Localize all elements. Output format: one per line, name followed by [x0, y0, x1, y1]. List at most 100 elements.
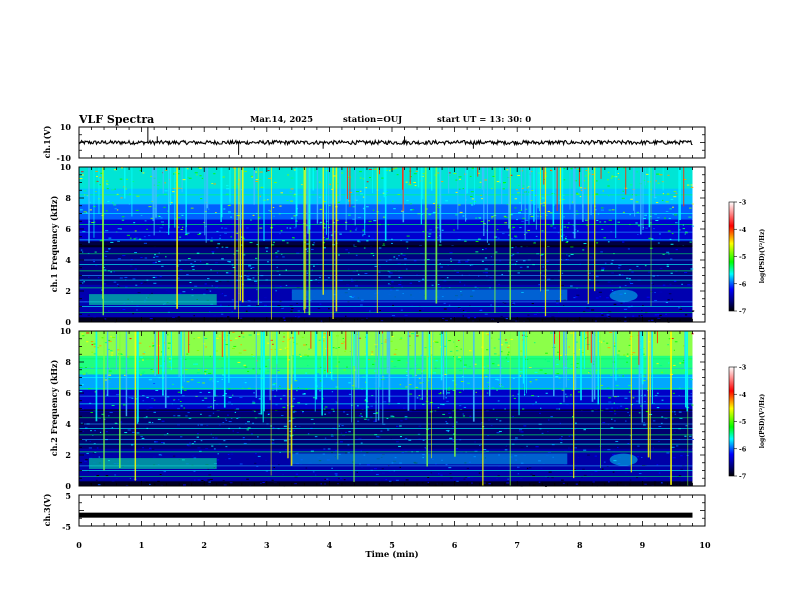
psd-speckle	[672, 392, 675, 394]
psd-speckle	[541, 253, 544, 255]
psd-speckle	[252, 410, 255, 412]
psd-speckle	[267, 412, 271, 414]
psd-speckle	[383, 401, 387, 403]
psd-speckle	[143, 242, 147, 244]
psd-speckle	[132, 431, 136, 433]
psd-speckle	[358, 437, 362, 439]
psd-speckle	[460, 291, 462, 293]
psd-speckle	[467, 317, 471, 319]
psd-speckle	[177, 277, 180, 279]
psd-speckle	[93, 474, 97, 476]
psd-speckle	[438, 473, 440, 475]
psd-speckle	[526, 467, 529, 469]
psd-speckle	[330, 435, 334, 437]
psd-speckle	[216, 285, 219, 287]
psd-speckle	[136, 432, 140, 434]
psd-speckle	[135, 237, 138, 239]
psd-speckle	[534, 194, 537, 196]
psd-speckle	[559, 438, 562, 440]
psd-speckle	[245, 310, 248, 312]
psd-speckle	[331, 452, 333, 454]
psd-speckle	[177, 415, 181, 417]
psd-speckle	[690, 186, 694, 188]
psd-speckle	[437, 407, 440, 409]
psd-speckle	[447, 429, 450, 431]
psd-speckle	[107, 200, 110, 202]
psd-speckle	[449, 437, 453, 439]
psd-speckle	[210, 406, 212, 408]
psd-speckle	[161, 265, 164, 267]
psd-speckle	[400, 239, 402, 241]
psd-speckle	[155, 261, 157, 263]
psd-speckle	[388, 293, 391, 295]
psd-speckle	[323, 227, 326, 229]
psd-speckle	[282, 256, 285, 258]
psd-speckle	[484, 313, 488, 315]
psd-speckle	[152, 262, 156, 264]
psd-speckle	[421, 370, 425, 372]
psd-speckle	[516, 219, 518, 221]
psd-speckle	[132, 313, 134, 315]
psd-speckle	[358, 241, 361, 243]
psd-speckle	[167, 210, 169, 212]
psd-speckle	[226, 335, 230, 337]
psd-speckle	[280, 317, 283, 319]
psd-speckle	[408, 331, 411, 333]
psd-speckle	[227, 440, 230, 442]
psd-speckle	[153, 383, 156, 385]
psd-speckle	[215, 280, 219, 282]
psd-speckle	[471, 204, 474, 206]
psd-speckle	[191, 266, 194, 268]
psd-speckle	[110, 271, 113, 273]
psd-speckle	[642, 179, 646, 181]
psd-speckle	[382, 454, 385, 456]
psd-speckle	[571, 435, 575, 437]
psd-speckle	[310, 476, 313, 478]
psd-speckle	[386, 417, 389, 419]
psd-speckle	[350, 280, 354, 282]
psd-speckle	[611, 272, 614, 274]
psd-speckle	[271, 439, 275, 441]
psd-speckle	[343, 479, 346, 481]
psd-speckle	[596, 292, 599, 294]
psd-speckle	[560, 294, 563, 296]
psd-speckle	[551, 170, 553, 172]
psd-speckle	[81, 408, 84, 410]
psd-speckle	[359, 463, 361, 465]
psd-speckle	[597, 213, 600, 215]
psd-speckle	[667, 230, 671, 232]
psd-speckle	[265, 470, 269, 472]
psd-speckle	[675, 445, 679, 447]
psd-speckle	[381, 342, 383, 344]
psd-speckle	[565, 393, 567, 395]
psd-speckle	[189, 442, 191, 444]
psd-speckle	[600, 312, 604, 314]
psd-speckle	[545, 289, 550, 291]
psd-speckle	[606, 297, 609, 299]
psd-speckle	[123, 374, 126, 376]
psd-speckle	[640, 405, 642, 407]
psd-speckle	[664, 417, 668, 419]
psd-speckle	[239, 317, 243, 319]
psd-speckle	[93, 475, 97, 477]
psd-speckle	[249, 242, 253, 244]
psd-speckle	[692, 310, 694, 312]
psd-speckle	[448, 304, 451, 306]
psd-speckle	[523, 356, 526, 358]
psd-speckle	[187, 176, 190, 178]
psd-speckle	[310, 450, 314, 452]
psd-speckle	[519, 202, 522, 204]
psd-speckle	[224, 232, 227, 234]
psd-speckle	[79, 178, 83, 180]
psd-speckle	[662, 253, 665, 255]
psd-speckle	[143, 351, 146, 353]
psd-speckle	[385, 479, 388, 481]
psd-speckle	[627, 248, 630, 250]
psd-speckle	[285, 449, 287, 451]
psd-speckle	[238, 304, 241, 306]
psd-speckle	[533, 242, 536, 244]
psd-speckle	[455, 448, 459, 450]
psd-speckle	[178, 217, 181, 219]
psd-speckle	[204, 373, 207, 375]
psd-speckle	[469, 453, 472, 455]
